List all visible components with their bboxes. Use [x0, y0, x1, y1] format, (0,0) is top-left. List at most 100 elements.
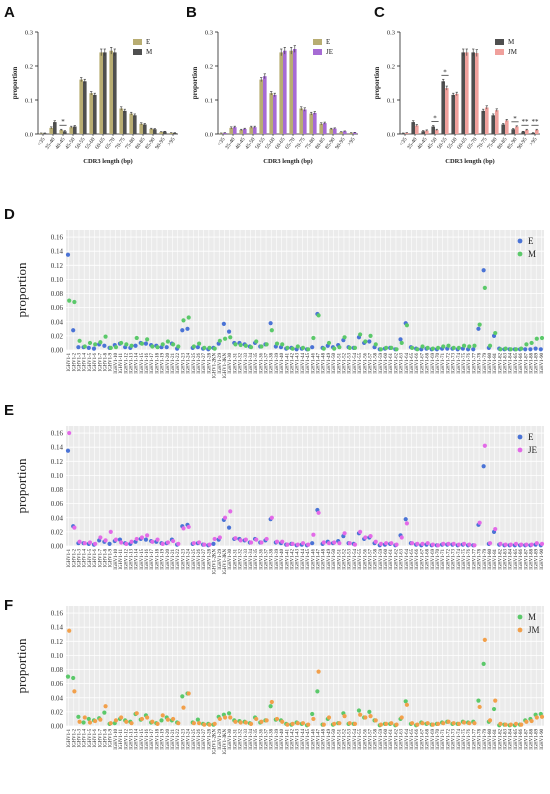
dot-je: [295, 542, 300, 547]
x-tick-label: IGHV1-44: [301, 352, 306, 373]
dot-je: [498, 541, 503, 546]
dot-jm: [415, 722, 420, 727]
dot-je: [378, 541, 384, 546]
bar-e: [59, 129, 63, 134]
dot-m: [315, 689, 320, 694]
y-tick-label: 0.1: [25, 98, 33, 105]
y-tick-label: 0.00: [51, 347, 64, 355]
significance-mark: **: [522, 118, 530, 126]
dot-m: [326, 340, 332, 346]
panel-letter-f: F: [4, 597, 14, 614]
x-tick-label: IGHV1-1: [67, 352, 72, 371]
dot-jm: [259, 719, 264, 724]
bar-e: [309, 113, 313, 134]
bar-m: [441, 81, 445, 134]
x-tick-label: IGHV1-48: [322, 352, 327, 373]
x-tick-label: IGHV1-68: [426, 548, 431, 569]
x-tick-label: IGHV1-45: [306, 728, 311, 749]
dot-m: [513, 347, 519, 352]
bar-m: [163, 131, 167, 134]
dot-jm: [378, 722, 384, 727]
bar-m: [173, 132, 177, 134]
legend-dot-e: [517, 238, 523, 244]
dot-je: [254, 537, 259, 542]
dot-jm: [337, 721, 342, 726]
dot-m: [367, 709, 372, 714]
plot-background: [66, 426, 544, 546]
dot-jm: [321, 722, 326, 727]
bar-e: [129, 113, 133, 134]
x-tick-label: IGHV1-44: [301, 548, 306, 569]
dot-jm: [524, 719, 529, 724]
dot-je: [311, 532, 316, 537]
x-tick-label: IGHV1-4: [83, 352, 88, 371]
x-tick-label: IGHV1-81: [493, 548, 498, 569]
x-tick-label: IGHV1-42: [291, 548, 296, 569]
y-tick-label: 0.04: [51, 694, 64, 702]
dot-je: [113, 537, 119, 542]
x-tick-label: IGHV1-37: [265, 728, 270, 749]
dot-jm: [248, 721, 254, 726]
x-tick-label: IGHV1-12: [124, 548, 129, 569]
x-tick-label: IGHV1-60: [384, 548, 389, 569]
bar-e: [339, 131, 343, 134]
dot-m: [493, 330, 498, 336]
dot-jm: [394, 722, 399, 727]
dot-jm: [430, 722, 435, 727]
dot-je: [363, 535, 368, 540]
x-tick-label: IGHV1-56: [363, 352, 368, 373]
x-tick-label: IGHV1-68: [426, 352, 431, 373]
x-tick-label: IGHV1-20: [166, 352, 171, 373]
dot-jm: [98, 717, 103, 722]
x-tick-label: IGHV1-63: [400, 548, 405, 569]
dot-je: [145, 533, 150, 538]
dot-m: [404, 323, 410, 328]
x-tick-label: IGHV1-7: [98, 352, 103, 371]
bar-m: [53, 122, 57, 134]
dot-m: [461, 343, 467, 348]
dot-jm: [404, 702, 410, 707]
dot-e: [528, 347, 533, 352]
dot-m: [481, 661, 486, 666]
x-tick-label: IGHV1-34: [249, 352, 254, 373]
dot-je: [425, 541, 430, 546]
bar-m: [153, 129, 157, 134]
dot-jm: [171, 716, 176, 722]
dot-jm: [196, 721, 202, 726]
dot-m: [98, 340, 103, 345]
dot-jm: [124, 719, 129, 724]
x-tick-label: IGHV1-28: [207, 352, 212, 373]
dot-m: [67, 298, 72, 303]
y-tick-label: 0.14: [51, 248, 64, 256]
dot-m: [269, 328, 274, 333]
x-tick-label: IGHV1-70: [436, 728, 441, 749]
dot-jm: [82, 715, 87, 720]
dot-je: [134, 536, 139, 542]
x-tick-label: IGHV1-72: [446, 728, 451, 749]
x-tick-label: IGHV1-81: [493, 728, 498, 749]
dot-m: [102, 710, 107, 715]
y-tick-label: 0.1: [205, 98, 213, 105]
dot-jm: [134, 711, 139, 716]
dot-m: [228, 335, 233, 340]
dot-e: [65, 252, 71, 257]
x-tick-label: IGHV1-50: [332, 728, 337, 749]
dot-je: [119, 540, 124, 545]
dot-m: [356, 708, 362, 713]
x-tick-label: IGHV1-13: [129, 548, 134, 569]
y-tick-label: 0.02: [51, 332, 64, 340]
x-tick-label: IGHV1-69: [431, 728, 436, 749]
x-tick-label: IGHV1-21: [171, 352, 176, 373]
x-tick-label: IGHV1-77: [472, 548, 477, 569]
bar-e: [249, 127, 253, 134]
dot-m: [226, 711, 232, 716]
x-tick-label: IGHV1-29: [218, 548, 223, 569]
dot-m: [129, 343, 134, 348]
x-tick-label: IGHV1-71: [441, 728, 446, 749]
x-tick-label: IGHV1-32: [239, 352, 244, 373]
x-tick-label: IGHV1-3KN: [223, 548, 228, 574]
dot-je: [212, 536, 217, 542]
x-tick-label: IGHV1-2: [72, 548, 77, 567]
x-tick-label: IGHV1-41: [285, 548, 290, 569]
x-tick-label: IGHV1-27: [202, 548, 207, 569]
